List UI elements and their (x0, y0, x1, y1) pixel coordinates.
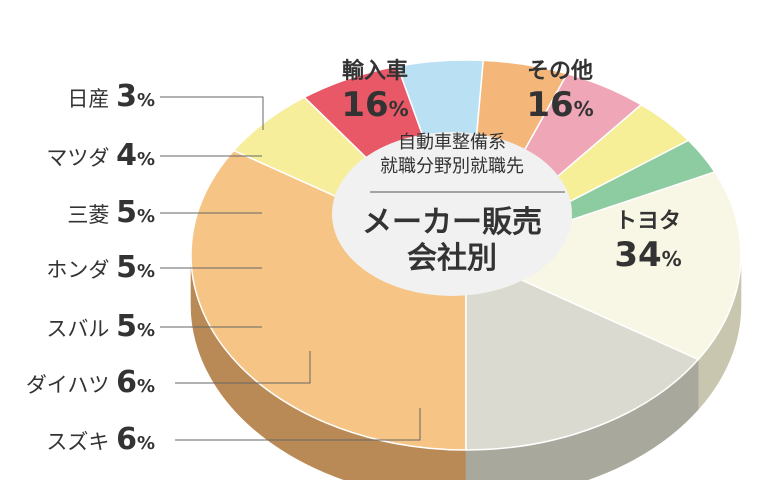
slice-label-マツダ: マツダ 4% (46, 138, 155, 173)
slice-label-日産: 日産 3% (67, 79, 155, 114)
center-title-line: メーカー販売 (362, 205, 542, 240)
slice-label-その他: その他 (527, 59, 593, 84)
slice-輸入車 (465, 171, 742, 361)
slice-value-その他: 16% (526, 85, 593, 125)
slice-label-スバル: スバル 5% (46, 309, 155, 344)
slice-label-トヨタ: トヨタ (615, 209, 681, 234)
leader-line-スズキ (175, 408, 421, 441)
slice-label-スズキ: スズキ 6% (46, 422, 155, 457)
center-subtitle-line: 自動車整備系 (398, 132, 506, 153)
slice-label-ダイハツ: ダイハツ 6% (26, 365, 155, 400)
center-title-line: 会社別 (407, 241, 497, 276)
slice-label-三菱: 三菱 5% (67, 195, 155, 230)
slice-value-輸入車: 16% (341, 85, 408, 125)
leader-lines (160, 96, 421, 441)
slice-label-輸入車: 輸入車 (342, 58, 408, 84)
leader-line-ダイハツ (175, 351, 311, 384)
center-label-background (332, 132, 572, 296)
slice-label-ホンダ: ホンダ 5% (46, 250, 155, 285)
center-subtitle-line: 就職分野別就職先 (380, 156, 524, 177)
leader-line-日産 (160, 96, 264, 130)
slice-value-トヨタ: 34% (614, 235, 681, 275)
slice-その他 (465, 254, 699, 451)
